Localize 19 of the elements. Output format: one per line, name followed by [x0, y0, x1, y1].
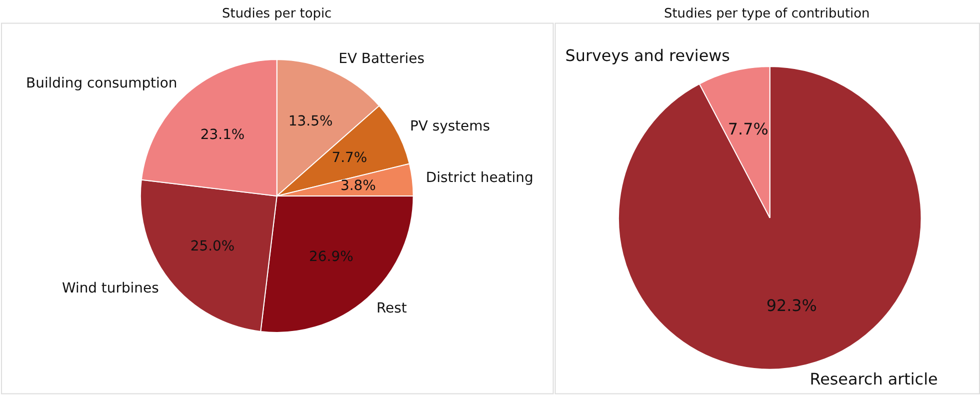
data-label: 13.5% [288, 113, 333, 130]
slice-label: Building consumption [26, 76, 178, 92]
data-label: 3.8% [340, 178, 376, 194]
slice-label: Rest [376, 300, 408, 316]
slice-label: PV systems [410, 118, 490, 135]
slice-label: Research article [810, 370, 938, 389]
data-label: 25.0% [190, 238, 235, 255]
slice-label: Surveys and reviews [565, 46, 730, 66]
data-label: 7.7% [728, 120, 768, 139]
pie-slice [618, 66, 922, 370]
data-label: 7.7% [332, 150, 368, 166]
data-label: 92.3% [766, 296, 817, 316]
slice-label: District heating [426, 170, 534, 186]
slice-label: EV Batteries [338, 51, 424, 68]
chart-title: Studies per type of contribution [664, 6, 870, 22]
data-label: 26.9% [309, 249, 354, 266]
data-label: 23.1% [200, 126, 245, 143]
chart-title: Studies per topic [222, 6, 332, 22]
slice-label: Wind turbines [62, 280, 159, 297]
